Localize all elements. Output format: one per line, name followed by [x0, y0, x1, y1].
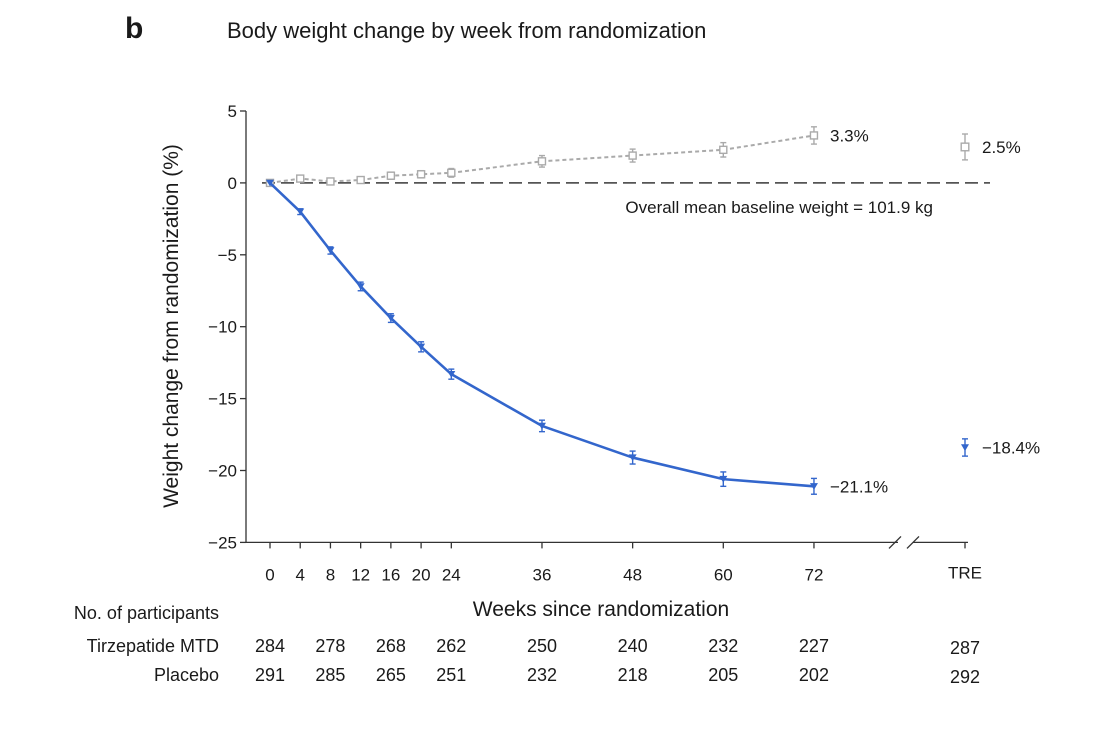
participants-count: 278: [315, 636, 345, 656]
participants-count-tre: 287: [950, 638, 980, 658]
y-tick-label: −20: [208, 462, 237, 481]
end-value-label: 3.3%: [830, 126, 869, 145]
data-point: [326, 247, 335, 255]
participants-row-label: Placebo: [154, 665, 219, 685]
data-point: [628, 151, 637, 160]
participants-count: 232: [527, 665, 557, 685]
data-point: [386, 171, 396, 180]
data-point: [326, 177, 335, 186]
data-point: [960, 142, 970, 152]
y-tick-label: 5: [228, 102, 237, 121]
axis-break: [906, 535, 920, 549]
participants-count: 262: [436, 636, 466, 656]
data-point: [417, 343, 426, 351]
series-layer: [265, 126, 970, 495]
x-tick-label: 60: [714, 565, 733, 584]
participants-count: 218: [618, 665, 648, 685]
y-axis-label: Weight change from randomization (%): [160, 144, 183, 508]
series-placebo: [265, 126, 970, 188]
data-point: [809, 131, 819, 140]
data-point: [447, 370, 456, 378]
y-tick-label: 0: [228, 174, 237, 193]
y-tick-label: −15: [208, 390, 237, 409]
data-point: [809, 483, 818, 490]
x-tick-label: 24: [442, 565, 461, 584]
series-line: [269, 181, 815, 488]
panel-label: b: [125, 12, 143, 45]
baseline-annotation: Overall mean baseline weight = 101.9 kg: [625, 198, 933, 217]
participants-count: 227: [799, 636, 829, 656]
data-point: [537, 157, 547, 166]
y-tick-label: −25: [208, 533, 237, 552]
participants-table: Tirzepatide MTD 284 278 268 262 250 240 232 227 2…: [87, 636, 980, 687]
participants-count: 205: [708, 665, 738, 685]
participants-row-label: Tirzepatide MTD: [87, 636, 219, 656]
participants-count: 250: [527, 636, 557, 656]
data-point: [416, 170, 426, 179]
x-tick-label: 72: [804, 565, 823, 584]
x-tick-label: 16: [381, 565, 400, 584]
participants-count: 284: [255, 636, 285, 656]
x-tick-label-tre: TRE: [948, 563, 982, 582]
x-tick-label: 4: [295, 565, 304, 584]
data-point: [719, 475, 728, 483]
data-point: [296, 208, 305, 216]
data-point: [447, 168, 456, 178]
participants-count: 202: [799, 665, 829, 685]
data-point: [961, 444, 969, 452]
data-point: [719, 145, 728, 155]
participants-count: 265: [376, 665, 406, 685]
series-tirzepatide-mtd: [266, 179, 969, 495]
x-tick-label: 0: [265, 565, 274, 584]
x-tick-label: 8: [326, 565, 335, 584]
x-tick-label: 48: [623, 565, 642, 584]
data-point: [356, 283, 365, 291]
data-point: [266, 179, 274, 187]
x-tick-label: 20: [412, 565, 431, 584]
participants-count: 232: [708, 636, 738, 656]
data-point: [537, 422, 546, 430]
chart-title: Body weight change by week from randomiz…: [227, 18, 706, 43]
data-point: [296, 174, 305, 183]
participants-count: 240: [618, 636, 648, 656]
participants-count: 291: [255, 665, 285, 685]
axis-break: [888, 535, 902, 549]
participants-heading: No. of participants: [74, 603, 219, 623]
x-tick-label: 12: [351, 565, 370, 584]
data-point: [628, 454, 637, 462]
x-axis-label: Weeks since randomization: [473, 598, 729, 621]
participants-count: 285: [315, 665, 345, 685]
labels-layer: −21.1% −18.4% 3.3% 2.5%: [830, 126, 1040, 496]
x-tick-label: 36: [533, 565, 552, 584]
y-tick-label: −10: [208, 318, 237, 337]
end-value-label: −21.1%: [830, 477, 888, 496]
participants-count: 251: [436, 665, 466, 685]
participants-count-tre: 292: [950, 667, 980, 687]
tre-value-label: −18.4%: [982, 438, 1040, 457]
data-point: [356, 175, 365, 185]
axes: 50−5−10−15−20−250 4 8 12 16 20 24 36 48 60 72 TRE: [208, 102, 982, 584]
tre-value-label: 2.5%: [982, 138, 1021, 157]
series-line: [269, 134, 815, 184]
participants-count: 268: [376, 636, 406, 656]
data-point: [386, 314, 395, 322]
y-tick-label: −5: [218, 246, 237, 265]
